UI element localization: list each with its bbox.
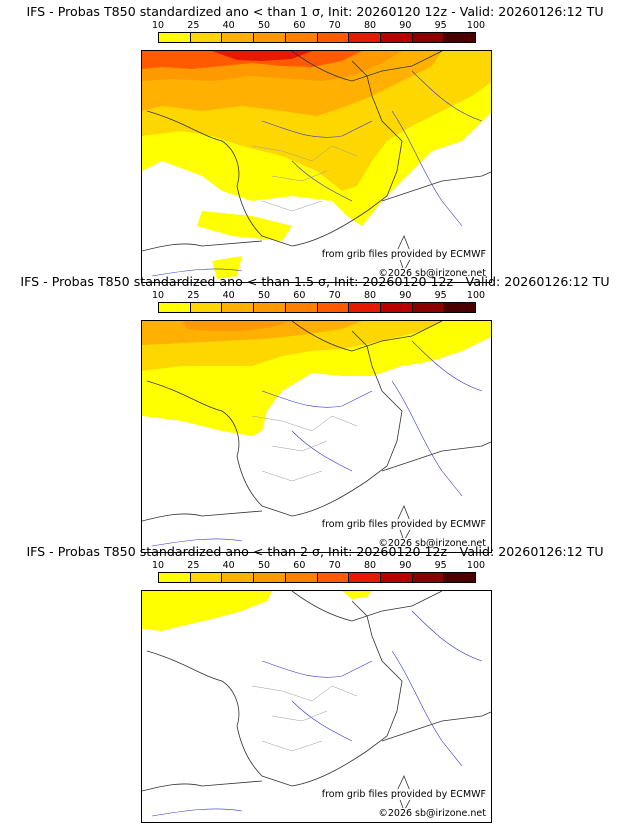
map-panel-1: IFS - Probas T850 standardized ano < tha… — [0, 4, 630, 283]
colorbar-segment — [285, 573, 318, 582]
colorbar-tick-label: 50 — [257, 560, 271, 571]
colorbar-tick-label: 70 — [328, 560, 341, 571]
colorbar-tick-label: 25 — [187, 560, 200, 571]
colorbar-tick-label: 25 — [187, 290, 200, 301]
colorbar-tick-label: 60 — [293, 20, 306, 31]
colorbar-tick-label: 40 — [222, 560, 235, 571]
colorbar-tick-label: 50 — [257, 20, 271, 31]
colorbar-tick-label: 100 — [466, 290, 486, 301]
colorbar-tick-label: 80 — [363, 290, 377, 301]
colorbar-labels: 10 25 40 50 60 70 80 90 95 100 — [152, 20, 485, 32]
probability-map: from grib files provided by ECMWF ©2026 … — [141, 590, 492, 823]
colorbar-tick-label: 10 — [151, 560, 165, 571]
copyright-label: ©2026 sb@irizone.net — [377, 268, 487, 279]
colorbar-tick-label: 100 — [466, 20, 486, 31]
colorbar-tick-label: 80 — [363, 560, 377, 571]
colorbar-tick-label: 40 — [222, 290, 235, 301]
colorbar-tick-label: 10 — [151, 290, 165, 301]
colorbar-segment — [444, 33, 476, 42]
colorbar-segment — [222, 33, 255, 42]
colorbar-tick-label: 80 — [363, 20, 377, 31]
colorbar-segment — [412, 303, 445, 312]
copyright-label: ©2026 sb@irizone.net — [377, 808, 487, 819]
colorbar-segment — [444, 573, 476, 582]
colorbar-segment — [317, 33, 350, 42]
source-credit: from grib files provided by ECMWF — [320, 789, 487, 800]
colorbar-segment — [190, 303, 223, 312]
colorbar-tick-label: 50 — [257, 290, 271, 301]
colorbar-tick-label: 70 — [328, 290, 341, 301]
colorbar-segment — [159, 573, 191, 582]
colorbar-labels: 10 25 40 50 60 70 80 90 95 100 — [152, 560, 485, 572]
colorbar-segment — [317, 573, 350, 582]
copyright-label: ©2026 sb@irizone.net — [377, 538, 487, 549]
colorbar-segment — [159, 33, 191, 42]
colorbar-segment — [285, 303, 318, 312]
colorbar-tick-label: 95 — [434, 560, 447, 571]
colorbar-tick-label: 100 — [466, 560, 486, 571]
colorbar-segment — [222, 303, 255, 312]
map-graphic — [142, 321, 491, 552]
colorbar — [158, 302, 476, 313]
colorbar — [158, 572, 476, 583]
colorbar — [158, 32, 476, 43]
colorbar-labels: 10 25 40 50 60 70 80 90 95 100 — [152, 290, 485, 302]
colorbar-tick-label: 25 — [187, 20, 200, 31]
colorbar-tick-label: 10 — [151, 20, 165, 31]
colorbar-tick-label: 90 — [399, 290, 412, 301]
colorbar-tick-label: 40 — [222, 20, 235, 31]
colorbar-segment — [380, 573, 413, 582]
map-graphic — [142, 51, 491, 282]
colorbar-segment — [412, 33, 445, 42]
colorbar-segment — [412, 573, 445, 582]
panel-title: IFS - Probas T850 standardized ano < tha… — [20, 274, 610, 289]
map-panel-3: IFS - Probas T850 standardized ano < tha… — [0, 544, 630, 828]
colorbar-segment — [190, 33, 223, 42]
colorbar-segment — [349, 33, 381, 42]
colorbar-segment — [317, 303, 350, 312]
colorbar-tick-label: 60 — [293, 290, 306, 301]
map-graphic — [142, 591, 491, 822]
colorbar-segment — [254, 303, 286, 312]
colorbar-segment — [380, 33, 413, 42]
colorbar-segment — [222, 573, 255, 582]
colorbar-tick-label: 90 — [399, 560, 412, 571]
panel-title: IFS - Probas T850 standardized ano < tha… — [26, 544, 604, 559]
probability-map: from grib files provided by ECMWF ©2026 … — [141, 320, 492, 553]
colorbar-segment — [349, 303, 381, 312]
probability-map: from grib files provided by ECMWF ©2026 … — [141, 50, 492, 283]
panel-title: IFS - Probas T850 standardized ano < tha… — [26, 4, 604, 19]
colorbar-segment — [254, 33, 286, 42]
source-credit: from grib files provided by ECMWF — [320, 249, 487, 260]
colorbar-segment — [444, 303, 476, 312]
colorbar-tick-label: 95 — [434, 290, 447, 301]
colorbar-segment — [285, 33, 318, 42]
colorbar-segment — [349, 573, 381, 582]
colorbar-segment — [159, 303, 191, 312]
colorbar-segment — [380, 303, 413, 312]
map-panel-2: IFS - Probas T850 standardized ano < tha… — [0, 274, 630, 553]
colorbar-segment — [254, 573, 286, 582]
colorbar-segment — [190, 573, 223, 582]
source-credit: from grib files provided by ECMWF — [320, 519, 487, 530]
colorbar-tick-label: 95 — [434, 20, 447, 31]
colorbar-tick-label: 90 — [399, 20, 412, 31]
colorbar-tick-label: 70 — [328, 20, 341, 31]
colorbar-tick-label: 60 — [293, 560, 306, 571]
